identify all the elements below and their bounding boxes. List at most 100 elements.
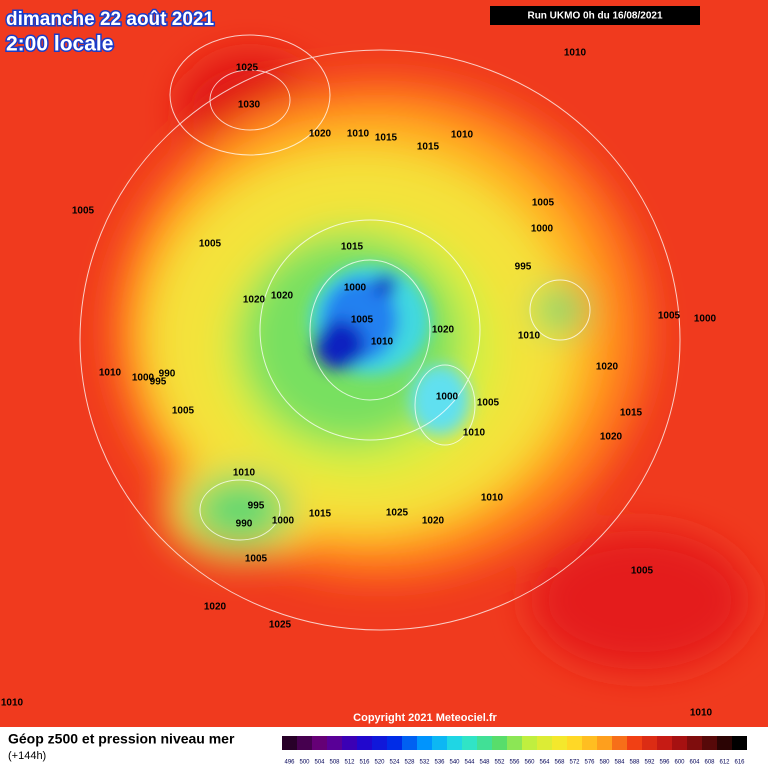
scale-swatch: [732, 736, 747, 750]
isobar-label: 1000: [132, 373, 155, 384]
scale-swatch: [372, 736, 387, 750]
scale-swatch: [312, 736, 327, 750]
isobar-label: 1005: [172, 406, 195, 417]
scale-swatch: [567, 736, 582, 750]
isobar-label: 1005: [631, 566, 654, 577]
isobar-label: 1005: [72, 206, 95, 217]
isobar-label: 1010: [99, 368, 122, 379]
scale-swatch: [672, 736, 687, 750]
scale-swatch: [627, 736, 642, 750]
isobar-labels: 1025 1030 1010 1020 1010 1015 1010 1015 1005 1005…: [1, 48, 717, 719]
scale-swatch: [297, 736, 312, 750]
isobar-label: 1030: [238, 100, 261, 111]
scale-label: 512: [344, 760, 355, 766]
isobar-label: 1020: [432, 325, 455, 336]
isobar-label: 1020: [204, 602, 227, 613]
scale-swatch: [642, 736, 657, 750]
isobar-label: 1005: [199, 239, 222, 250]
scale-label: 556: [509, 760, 520, 766]
isobar-label: 1005: [532, 198, 555, 209]
scale-swatch: [402, 736, 417, 750]
isobar-label: 1000: [344, 283, 367, 294]
isobar-label: 1010: [347, 129, 370, 140]
scale-swatch: [702, 736, 717, 750]
color-scale: 496 500 504 508 512 516 520 524 528 532 536 540 544 5…: [282, 736, 747, 766]
isobar-label: 1020: [422, 516, 445, 527]
scale-label: 504: [314, 760, 325, 766]
isobar-label: 1000: [531, 224, 554, 235]
scale-label: 564: [539, 760, 550, 766]
scale-label: 608: [704, 760, 715, 766]
scale-swatch: [387, 736, 402, 750]
scale-swatch: [687, 736, 702, 750]
scale-swatch: [417, 736, 432, 750]
isobar-label: 1010: [690, 708, 713, 719]
scale-label: 528: [404, 760, 415, 766]
isobar-label: 995: [248, 501, 265, 512]
scale-swatch: [447, 736, 462, 750]
scale-label: 508: [329, 760, 340, 766]
lead-time: (+144h): [8, 750, 46, 762]
isobar-label: 1000: [694, 314, 717, 325]
isobar-label: 1005: [477, 398, 500, 409]
isobar-label: 1010: [233, 468, 256, 479]
scale-label: 552: [494, 760, 505, 766]
isobars: [79, 34, 681, 631]
isobar-label: 1005: [658, 311, 681, 322]
scale-swatch: [462, 736, 477, 750]
isobar-label: 1025: [269, 620, 292, 631]
geopotential-field: [0, 0, 768, 727]
scale-label: 544: [464, 760, 475, 766]
scale-swatch: [522, 736, 537, 750]
scale-label: 580: [599, 760, 610, 766]
isobar-label: 1020: [243, 295, 266, 306]
isobar-label: 1010: [463, 428, 486, 439]
scale-swatch: [597, 736, 612, 750]
isobar-label: 1000: [272, 516, 295, 527]
scale-label: 500: [299, 760, 310, 766]
isobar-label: 1015: [620, 408, 643, 419]
isobar-label: 995: [515, 262, 532, 273]
isobar-label: 995: [150, 377, 167, 388]
isobar-label: 1020: [309, 129, 332, 140]
isobar-label: 1005: [245, 554, 268, 565]
isobar-label: 1015: [341, 242, 364, 253]
scale-label: 532: [419, 760, 430, 766]
copyright: Copyright 2021 Meteociel.fr: [353, 712, 497, 724]
scale-swatch: [327, 736, 342, 750]
isobar-label: 1010: [481, 493, 504, 504]
scale-swatch: [657, 736, 672, 750]
run-box: [490, 6, 700, 25]
scale-label: 520: [374, 760, 385, 766]
isobar-label: 1010: [564, 48, 587, 59]
scale-swatch: [477, 736, 492, 750]
scale-label: 592: [644, 760, 655, 766]
scale-swatch: [357, 736, 372, 750]
scale-label: 588: [629, 760, 640, 766]
scale-label: 548: [479, 760, 490, 766]
scale-label: 524: [389, 760, 400, 766]
scale-label: 536: [434, 760, 445, 766]
scale-label: 616: [734, 760, 745, 766]
scale-label: 540: [449, 760, 460, 766]
scale-label: 612: [719, 760, 730, 766]
isobar-label: 990: [159, 369, 176, 380]
legend-title: Géop z500 et pression niveau mer: [8, 731, 235, 747]
scale-swatch: [582, 736, 597, 750]
scale-label: 496: [284, 760, 295, 766]
isobar-label: 1020: [596, 362, 619, 373]
scale-label: 568: [554, 760, 565, 766]
scale-label: 584: [614, 760, 625, 766]
scale-swatch: [432, 736, 447, 750]
scale-label: 572: [569, 760, 580, 766]
scale-swatch: [552, 736, 567, 750]
isobar-label: 1025: [386, 508, 409, 519]
isobar-label: 1010: [518, 331, 541, 342]
run-label: Run UKMO 0h du 16/08/2021: [527, 11, 662, 22]
scale-label: 600: [674, 760, 685, 766]
scale-label: 596: [659, 760, 670, 766]
isobar-label: 1000: [436, 392, 459, 403]
scale-swatch: [282, 736, 297, 750]
